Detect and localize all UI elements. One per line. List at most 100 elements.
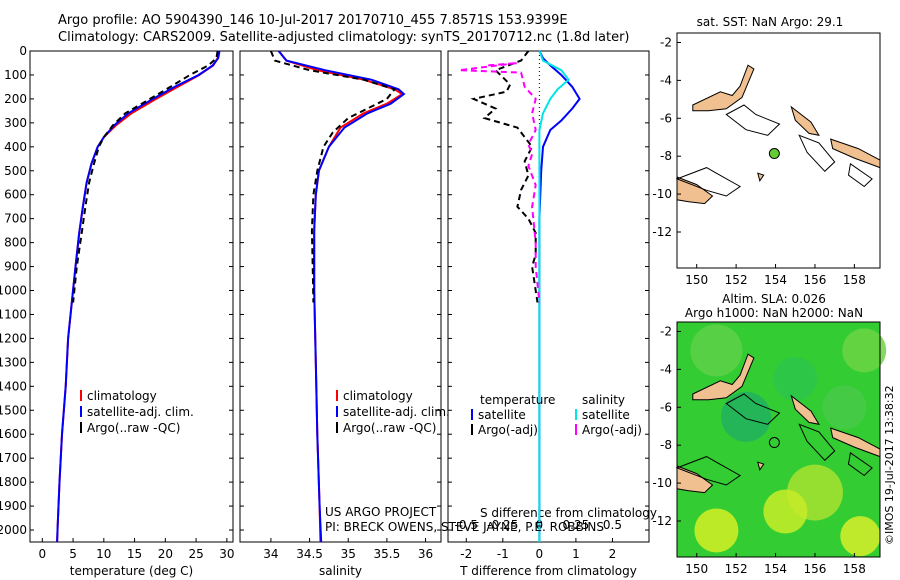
series-line-climatology	[277, 50, 405, 543]
argo-float-position-marker	[768, 437, 780, 449]
legend-label-temperature: climatology	[87, 389, 157, 403]
depth-tick-label: 1000	[0, 284, 27, 298]
imos-timestamp: ©IMOS 19-Jul-2017 13:38:32	[883, 385, 896, 545]
sla-anomaly-patch	[840, 516, 881, 557]
depth-tick-label: 900	[4, 260, 27, 274]
sst-map-title: sat. SST: NaN Argo: 29.1	[697, 15, 844, 29]
sla-anomaly-patch	[763, 489, 808, 534]
coastline	[798, 134, 836, 173]
coastline	[675, 167, 742, 197]
sla-map-subtitle: Argo h1000: NaN h2000: NaN	[685, 306, 863, 320]
difference-xtick-label: -2	[460, 547, 472, 561]
temperature-xtick-label: 20	[158, 547, 173, 561]
sla-lat-tick-label: -6	[660, 400, 672, 414]
salinity-diff-tick-label: -0.25	[487, 518, 518, 532]
sla-lon-tick-label: 152	[725, 562, 748, 576]
temperature-xtick-label: 0	[38, 547, 46, 561]
temperature-xtick-label: 30	[219, 547, 234, 561]
coastline	[725, 104, 781, 136]
coastline	[725, 393, 781, 425]
depth-tick-label: 1900	[0, 499, 27, 513]
depth-tick-label: 1800	[0, 475, 27, 489]
legend-label-salinity-diff: satellite	[582, 408, 630, 422]
sst-lat-tick-label: -8	[660, 149, 672, 163]
depth-tick-label: 1200	[0, 331, 27, 345]
series-line-salinity-argo-adj-	[458, 62, 541, 303]
figure-title-line2: Climatology: CARS2009. Satellite-adjuste…	[58, 30, 630, 45]
argo-float-position-marker	[768, 148, 780, 160]
sla-anomaly-patch	[842, 328, 887, 373]
series-line-salinity-satellite	[538, 50, 570, 542]
depth-tick-label: 100	[4, 68, 27, 82]
series-line-satellite-adj-clim-	[56, 50, 221, 543]
legend-label-temperature-diff: satellite	[478, 408, 526, 422]
figure-title-line1: Argo profile: AO 5904390_146 10-Jul-2017…	[58, 13, 568, 28]
salinity-diff-tick-label: 0.25	[563, 518, 590, 532]
sst-map-frame	[676, 32, 881, 269]
land-polygon	[830, 138, 881, 169]
depth-tick-label: 1600	[0, 427, 27, 441]
sla-anomaly-patch	[773, 356, 818, 401]
sst-lon-tick-label: 158	[843, 273, 866, 287]
depth-tick-label: 1700	[0, 451, 27, 465]
sla-lon-tick-label: 150	[685, 562, 708, 576]
land-polygon	[757, 172, 765, 182]
coastline	[675, 456, 742, 486]
sla-lon-tick-label: 156	[804, 562, 827, 576]
salinity-xtick-label: 34.5	[296, 547, 323, 561]
depth-tick-label: 700	[4, 212, 27, 226]
series-line-temperature-argo-adj-	[470, 50, 539, 303]
depth-tick-label: 0	[19, 44, 27, 58]
sla-lat-tick-label: -10	[652, 476, 672, 490]
temperature-panel: 0100200300400500600700800900100011001200…	[0, 44, 234, 578]
depth-tick-label: 400	[4, 140, 27, 154]
sla-anomaly-patch	[690, 324, 743, 377]
sla-lon-tick-label: 154	[764, 562, 787, 576]
project-pi: PI: BRECK OWENS, STEVE JAYNE, P.E. ROBBI…	[325, 520, 604, 534]
salinity-panel: 34 34.5 35 35.5 36 salinity	[239, 50, 442, 578]
temperature-xtick-label: 15	[127, 547, 142, 561]
salinity-xtick-label: 35.5	[374, 547, 401, 561]
salinity-frame	[239, 50, 442, 543]
difference-xtick-label: 1	[572, 547, 580, 561]
depth-tick-label: 1500	[0, 403, 27, 417]
land-polygon	[790, 105, 820, 137]
sla-map-title: Altim. SLA: 0.026	[722, 292, 826, 306]
depth-tick-label: 1400	[0, 379, 27, 393]
legend-label-salinity-diff: salinity	[582, 393, 625, 407]
sla-lat-tick-label: -2	[660, 324, 672, 338]
legend-label-salinity: climatology	[343, 389, 413, 403]
depth-tick-label: 1100	[0, 307, 27, 321]
sla-map: 150 152 154 156 158 -2 -4 -6 -8 -10 -12	[652, 321, 887, 576]
sst-lon-tick-label: 156	[804, 273, 827, 287]
sst-lat-tick-label: -4	[660, 73, 672, 87]
difference-xtick-label: 0	[536, 547, 544, 561]
sla-lat-tick-label: -12	[652, 514, 672, 528]
depth-tick-label: 500	[4, 164, 27, 178]
sst-lat-tick-label: -6	[660, 111, 672, 125]
legend-label-salinity: Argo(..raw -QC)	[343, 421, 436, 435]
legend-label-temperature-diff: Argo(-adj)	[478, 423, 538, 437]
project-name: US ARGO PROJECT	[325, 505, 437, 519]
legend-label-temperature-diff: temperature	[480, 393, 555, 407]
sst-lat-tick-label: -2	[660, 35, 672, 49]
sst-lon-tick-label: 150	[685, 273, 708, 287]
difference-xtick-label: -1	[497, 547, 509, 561]
sla-lat-tick-label: -4	[660, 362, 672, 376]
sla-map-frame	[676, 321, 881, 558]
legend-label-temperature: satellite-adj. clim.	[87, 405, 194, 419]
difference-xtick-label: 2	[609, 547, 617, 561]
sst-map: 150 152 154 156 158 -2 -4 -6 -8 -10 -12	[652, 32, 881, 287]
temperature-xtick-label: 5	[69, 547, 77, 561]
land-polygon	[757, 461, 765, 471]
series-line-argo-raw-qc-	[269, 50, 397, 303]
series-line-argo-raw-qc-	[72, 50, 219, 303]
temperature-xlabel: temperature (deg C)	[70, 564, 193, 578]
salinity-xtick-label: 35	[341, 547, 356, 561]
salinity-diff-tick-label: -0.5	[455, 518, 478, 532]
sst-lat-tick-label: -10	[652, 187, 672, 201]
sla-anomaly-patch	[694, 508, 739, 553]
land-polygon	[692, 353, 755, 401]
